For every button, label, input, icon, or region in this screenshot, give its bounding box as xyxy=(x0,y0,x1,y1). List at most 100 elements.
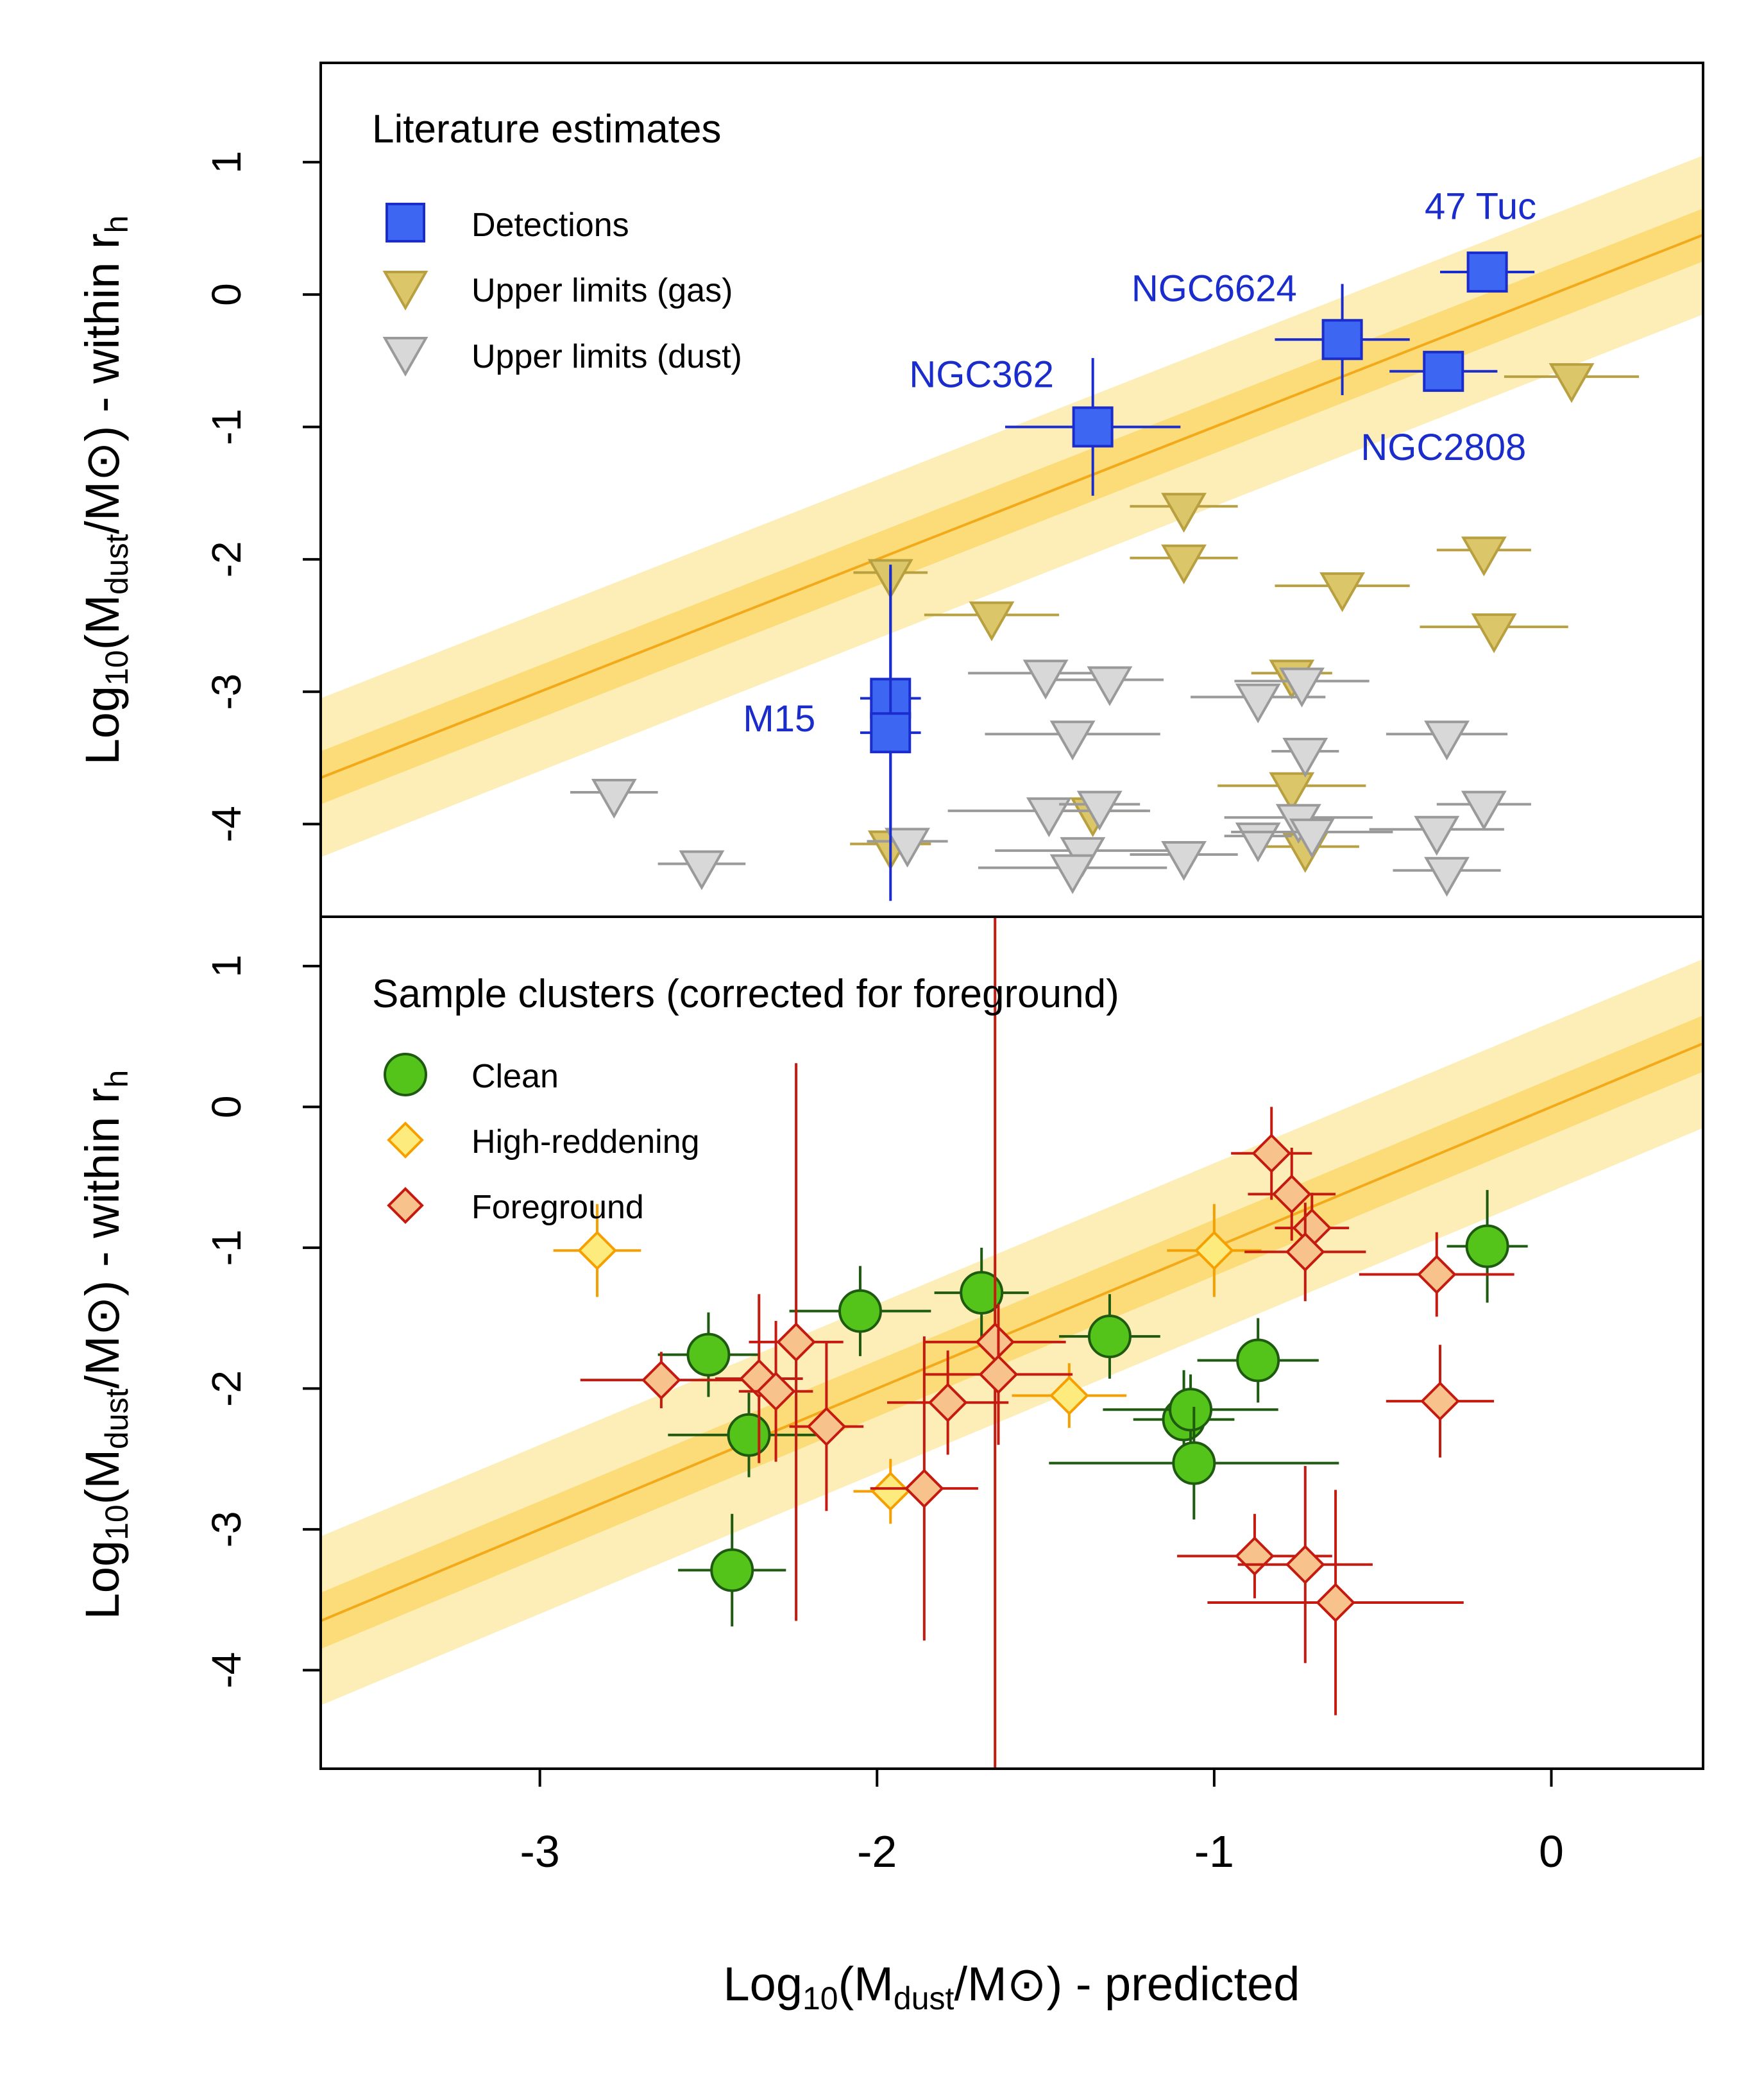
gas-limit-marker xyxy=(969,601,1015,642)
data-point xyxy=(580,1352,743,1409)
data-point xyxy=(1231,818,1393,858)
foreground-marker xyxy=(1416,1254,1457,1295)
y-tick-label: -4 xyxy=(203,806,250,842)
panel-marks xyxy=(553,917,1528,1769)
data-point xyxy=(1167,1204,1262,1297)
x-tick-label: -1 xyxy=(1194,1826,1234,1876)
data-point xyxy=(1386,720,1508,761)
data-point xyxy=(1130,544,1238,584)
data-point xyxy=(570,779,658,819)
foreground-marker xyxy=(776,1322,816,1362)
detection-marker xyxy=(1321,319,1363,361)
data-point xyxy=(1275,284,1410,395)
legend-diamond-highred-symbol xyxy=(387,1121,424,1159)
y-tick-label: -2 xyxy=(203,1370,250,1407)
data-point xyxy=(738,1320,813,1462)
data-point xyxy=(1436,536,1531,577)
data-point xyxy=(657,1312,759,1397)
data-point xyxy=(1248,1147,1336,1241)
dust-limit-marker xyxy=(1087,666,1133,706)
data-point xyxy=(1244,1202,1366,1302)
data-point xyxy=(1005,358,1181,496)
x-axis-label: Log10(Mdust/M⊙) - predicted xyxy=(724,1957,1300,2016)
data-point xyxy=(1231,1107,1312,1200)
legend-label: Foreground xyxy=(471,1189,644,1226)
data-point xyxy=(1436,790,1531,831)
legend-circle-symbol xyxy=(384,1053,427,1096)
fit-line xyxy=(321,234,1703,779)
data-point xyxy=(985,720,1160,761)
y-axis-label: Log10(Mdust/M⊙) - within rh xyxy=(76,216,135,765)
data-point xyxy=(1012,1363,1127,1428)
data-point xyxy=(887,1350,1009,1455)
dust-limit-marker xyxy=(1279,667,1325,708)
data-point xyxy=(924,601,1060,642)
y-tick-label: -4 xyxy=(203,1652,250,1689)
data-point xyxy=(1055,666,1164,706)
gas-limit-marker xyxy=(1461,536,1507,577)
data-point xyxy=(1207,1490,1464,1715)
x-tick-label: -2 xyxy=(857,1826,897,1876)
foreground-marker xyxy=(1420,1381,1460,1421)
y-axis-label: Log10(Mdust/M⊙) - within rh xyxy=(76,1070,135,1620)
data-point xyxy=(1386,1345,1495,1458)
data-point xyxy=(1059,790,1141,831)
detection-marker xyxy=(1072,406,1114,448)
data-point xyxy=(1237,1466,1373,1664)
data-point xyxy=(1420,613,1568,654)
panel-literature: 47 Tuc NGC6624 NGC362 NGC2808 M15 -4 -3 -2 -1 0 1… xyxy=(76,62,1704,918)
gas-limit-marker xyxy=(1161,493,1207,533)
dust-limit-marker xyxy=(1282,738,1328,778)
foreground-marker xyxy=(756,1371,796,1411)
y-tick-label: 0 xyxy=(203,1096,250,1119)
cluster-label: M15 xyxy=(743,698,815,740)
data-point xyxy=(1389,350,1498,392)
legend-triangle-gas-symbol xyxy=(382,271,428,311)
dust-limit-marker xyxy=(1424,856,1470,897)
data-point xyxy=(1217,772,1366,812)
clean-marker xyxy=(1172,1441,1216,1485)
legend-label: Detections xyxy=(471,207,629,244)
y-tick-label: -1 xyxy=(203,1229,250,1266)
legend-label: High-reddening xyxy=(471,1123,700,1161)
dust-limit-marker xyxy=(1026,797,1072,837)
legend-triangle-dust-symbol xyxy=(382,337,428,377)
data-point xyxy=(789,1266,931,1356)
foreground-marker xyxy=(928,1383,968,1423)
gas-limit-marker xyxy=(1319,572,1366,613)
x-axis: -3 -2 -1 0 xyxy=(520,1769,1564,1876)
gas-limit-marker xyxy=(1548,363,1595,404)
data-point xyxy=(978,854,1167,894)
clean-marker xyxy=(838,1289,882,1333)
x-tick-label: 0 xyxy=(1539,1826,1564,1876)
clean-marker xyxy=(727,1413,771,1457)
detection-marker xyxy=(870,712,912,754)
foreground-marker xyxy=(641,1360,681,1400)
foreground-marker xyxy=(1285,1544,1325,1585)
panel-title: Sample clusters (corrected for foregroun… xyxy=(372,972,1119,1016)
gas-limit-marker xyxy=(1269,772,1315,812)
clean-marker xyxy=(1087,1315,1132,1359)
foreground-marker xyxy=(1316,1583,1355,1622)
dust-limit-marker xyxy=(1461,790,1507,831)
dust-limit-marker xyxy=(1049,720,1096,761)
legend: Clean High-reddening Foreground xyxy=(384,1053,700,1226)
y-tick-label: -1 xyxy=(203,409,250,445)
clean-marker xyxy=(1236,1338,1280,1383)
data-point xyxy=(1275,572,1410,613)
clean-marker xyxy=(710,1548,754,1592)
y-tick-label: 1 xyxy=(203,151,250,174)
dust-limit-marker xyxy=(1424,720,1470,761)
data-point xyxy=(934,1247,1029,1338)
cluster-label: NGC362 xyxy=(909,354,1054,396)
detection-marker xyxy=(1466,251,1508,293)
panel-title: Literature estimates xyxy=(372,107,721,151)
data-point xyxy=(860,565,921,901)
legend-label: Clean xyxy=(471,1058,559,1095)
data-point xyxy=(1049,1406,1339,1520)
data-point xyxy=(870,1336,978,1641)
y-axis: -4 -3 -2 -1 0 1 xyxy=(203,151,321,842)
data-point xyxy=(1369,815,1504,856)
foreground-marker xyxy=(978,1354,1019,1395)
